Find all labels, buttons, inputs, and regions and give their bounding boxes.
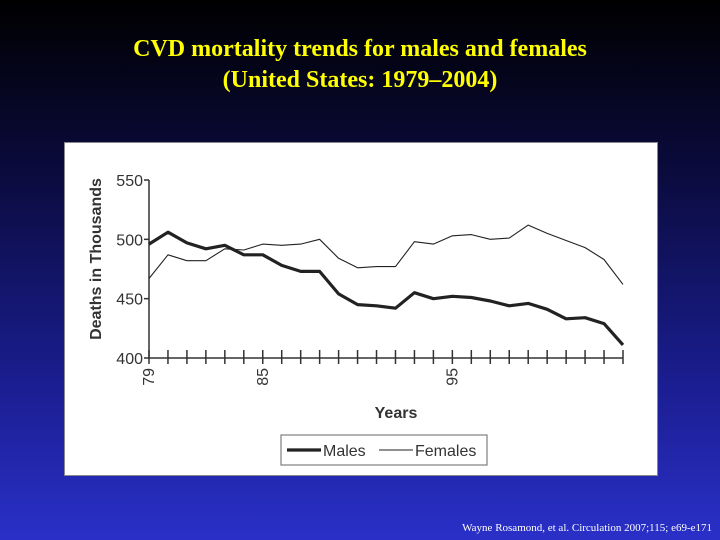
slide-title: CVD mortality trends for males and femal… xyxy=(0,34,720,96)
y-tick-label: 550 xyxy=(116,173,143,190)
x-tick-label: 79 xyxy=(141,368,158,386)
y-axis-label: Deaths in Thousands xyxy=(88,178,105,340)
legend-label-females: Females xyxy=(415,443,476,460)
x-tick-label: 85 xyxy=(255,368,272,386)
x-axis-label: Years xyxy=(375,405,418,422)
citation: Wayne Rosamond, et al. Circulation 2007;… xyxy=(462,522,712,534)
y-tick-label: 500 xyxy=(116,232,143,249)
title-line-2: (United States: 1979–2004) xyxy=(222,67,498,93)
chart-panel: 400 450 500 550 79 85 95 Years Deaths in Thousan… xyxy=(64,142,658,476)
x-tick-label: 95 xyxy=(444,368,461,386)
series-line-females xyxy=(148,224,624,285)
legend-label-males: Males xyxy=(323,443,366,460)
y-tick-label: 450 xyxy=(116,292,143,309)
series-line-males xyxy=(148,230,625,346)
line-chart: 400 450 500 550 79 85 95 Years Deaths in Thousan… xyxy=(88,173,625,466)
y-tick-label: 400 xyxy=(116,351,143,368)
title-line-1: CVD mortality trends for males and femal… xyxy=(133,36,587,62)
